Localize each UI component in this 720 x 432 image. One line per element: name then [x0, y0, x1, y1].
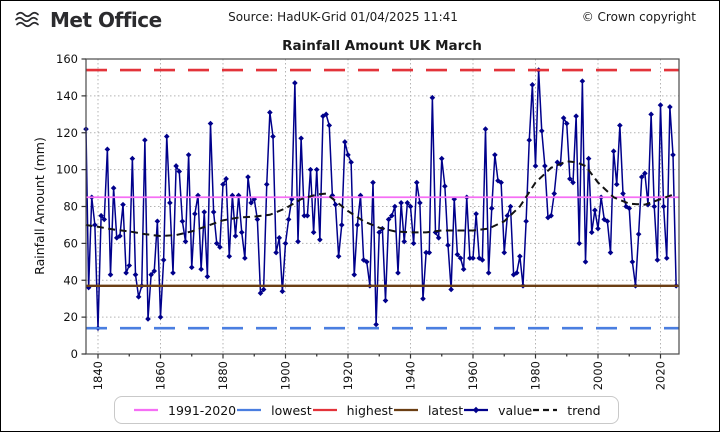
legend-label: latest — [427, 402, 464, 418]
svg-text:20: 20 — [63, 310, 78, 324]
legend-swatch-icon — [533, 408, 558, 412]
copyright-caption: © Crown copyright — [581, 10, 696, 24]
svg-text:1900: 1900 — [279, 361, 293, 390]
svg-text:1880: 1880 — [216, 361, 230, 390]
legend-label: lowest — [271, 402, 312, 418]
svg-text:60: 60 — [63, 236, 78, 250]
svg-text:1920: 1920 — [341, 361, 355, 390]
legend-item-1991-2020: 1991-2020 — [133, 403, 236, 418]
svg-text:160: 160 — [56, 52, 78, 66]
legend-label: 1991-2020 — [168, 402, 237, 418]
svg-text:1960: 1960 — [466, 361, 480, 390]
svg-text:1940: 1940 — [404, 361, 418, 390]
svg-text:0: 0 — [71, 347, 78, 361]
legend-swatch-icon — [464, 406, 489, 414]
svg-text:1840: 1840 — [91, 361, 105, 390]
legend-label: trend — [567, 402, 601, 418]
legend-swatch-icon — [134, 408, 158, 412]
legend-item-latest: latest — [393, 403, 463, 418]
svg-text:100: 100 — [56, 163, 78, 177]
svg-text:120: 120 — [56, 126, 78, 140]
legend-label: value — [498, 402, 533, 418]
met-office-logo-text: Met Office — [50, 8, 162, 32]
chart-title: Rainfall Amount UK March — [282, 38, 482, 54]
met-office-waves-icon — [15, 11, 39, 27]
legend-item-highest: highest — [312, 403, 393, 418]
legend-swatch-icon — [312, 408, 337, 412]
met-office-logo: Met Office — [14, 8, 162, 32]
svg-text:2020: 2020 — [654, 361, 668, 390]
legend-swatch-icon — [237, 408, 262, 412]
source-caption: Source: HadUK-Grid 01/04/2025 11:41 — [228, 10, 458, 24]
legend-label: highest — [346, 402, 393, 418]
svg-text:40: 40 — [63, 273, 78, 287]
svg-text:140: 140 — [56, 89, 78, 103]
svg-text:80: 80 — [63, 200, 78, 214]
legend-item-trend: trend — [532, 402, 601, 418]
svg-text:1980: 1980 — [529, 361, 543, 390]
chart-legend: 1991-2020 lowest highest latest value trend — [114, 396, 619, 424]
legend-item-lowest: lowest — [236, 402, 312, 418]
svg-text:1860: 1860 — [154, 361, 168, 390]
legend-swatch-icon — [393, 408, 418, 412]
legend-item-value: value — [463, 403, 532, 418]
svg-text:2000: 2000 — [591, 361, 605, 390]
